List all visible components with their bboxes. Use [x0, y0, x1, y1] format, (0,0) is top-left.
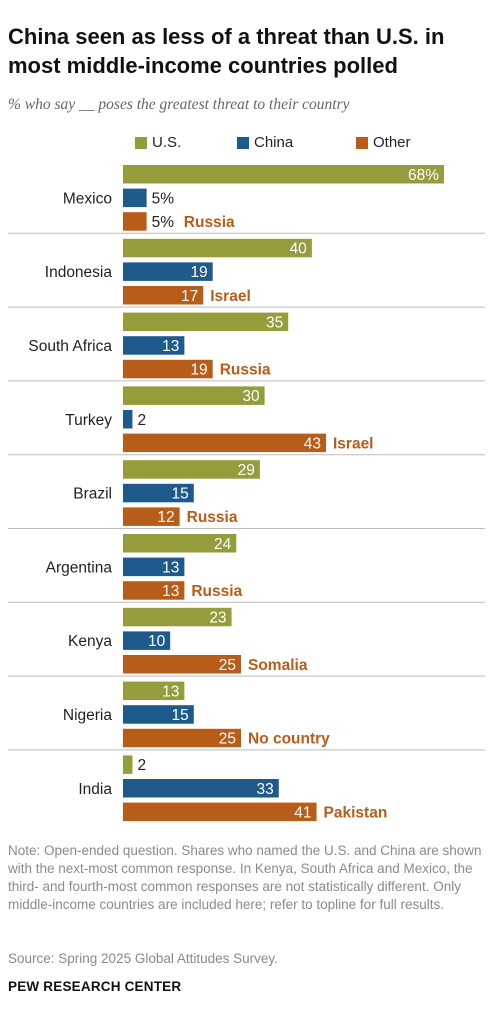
legend-item-other: Other	[356, 134, 411, 151]
credit-line: PEW RESEARCH CENTER	[8, 979, 182, 994]
other-response-name-indonesia: Israel	[210, 288, 251, 305]
legend-item-us: U.S.	[135, 134, 181, 151]
category-label-nigeria: Nigeria	[63, 707, 112, 724]
value-label-other-indonesia: 17	[181, 288, 198, 305]
bar-other-south-africa	[123, 359, 213, 379]
category-label-mexico: Mexico	[63, 190, 112, 207]
bar-chart: Mexico 68% 5% 5% Russia Indonesia 40 19 17 Israel…	[8, 165, 485, 822]
bar-china-argentina	[123, 557, 185, 577]
bar-china-kenya	[123, 631, 171, 650]
bar-china-india	[123, 779, 279, 798]
value-label-china-brazil: 15	[172, 486, 189, 503]
value-label-other-turkey: 43	[304, 435, 321, 452]
chart-note: Note: Open-ended question. Shares who na…	[8, 843, 482, 912]
value-label-us-brazil: 29	[238, 462, 255, 479]
bar-other-indonesia	[123, 286, 204, 305]
other-response-name-turkey: Israel	[333, 435, 374, 452]
chart-source: Source: Spring 2025 Global Attitudes Sur…	[8, 951, 278, 966]
bar-china-mexico	[123, 188, 147, 208]
value-label-china-indonesia: 19	[190, 264, 207, 281]
legend-swatch-us	[135, 136, 147, 149]
bar-other-kenya	[123, 655, 242, 674]
bar-other-argentina	[123, 581, 185, 600]
value-label-china-india: 33	[257, 781, 274, 798]
legend-item-china: China	[237, 134, 293, 151]
other-response-name-kenya: Somalia	[248, 657, 308, 674]
category-label-indonesia: Indonesia	[45, 264, 113, 281]
bar-other-brazil	[123, 507, 180, 526]
value-label-us-argentina: 24	[214, 536, 232, 553]
bar-us-india	[123, 755, 133, 774]
legend-label-china: China	[254, 134, 294, 151]
value-label-china-nigeria: 15	[172, 707, 189, 724]
category-label-argentina: Argentina	[46, 559, 113, 576]
value-label-other-nigeria: 25	[219, 731, 236, 748]
other-response-name-south-africa: Russia	[220, 362, 271, 379]
bar-china-brazil	[123, 483, 194, 503]
bar-us-argentina	[123, 534, 237, 553]
value-label-us-mexico: 68%	[408, 167, 439, 184]
value-label-china-south-africa: 13	[162, 338, 179, 355]
value-label-other-mexico: 5%	[152, 214, 175, 231]
chart-title: China seen as less of a threat than U.S.…	[8, 24, 445, 78]
other-response-name-mexico: Russia	[184, 214, 235, 231]
value-label-us-indonesia: 40	[290, 241, 308, 258]
value-label-other-argentina: 13	[162, 583, 179, 600]
category-label-kenya: Kenya	[68, 633, 112, 650]
category-label-south-africa: South Africa	[28, 338, 112, 355]
value-label-china-mexico: 5%	[152, 190, 175, 207]
bar-other-turkey	[123, 433, 326, 453]
bar-china-indonesia	[123, 262, 213, 281]
value-label-other-india: 41	[294, 804, 311, 821]
bar-us-brazil	[123, 460, 260, 479]
value-label-us-nigeria: 13	[162, 683, 179, 700]
bar-us-turkey	[123, 386, 265, 405]
value-label-other-kenya: 25	[219, 657, 236, 674]
value-label-us-india: 2	[137, 757, 146, 774]
legend-label-us: U.S.	[152, 134, 182, 151]
bar-other-mexico	[123, 212, 147, 231]
value-label-china-turkey: 2	[137, 412, 146, 429]
chart-subtitle: % who say __ poses the greatest threat t…	[8, 96, 350, 113]
bar-other-india	[123, 802, 317, 822]
bar-us-south-africa	[123, 312, 289, 332]
bar-us-nigeria	[123, 681, 185, 701]
other-response-name-india: Pakistan	[324, 804, 388, 821]
bar-china-nigeria	[123, 705, 194, 724]
value-label-other-brazil: 12	[157, 509, 174, 526]
other-response-name-brazil: Russia	[187, 509, 238, 526]
legend-swatch-china	[237, 136, 249, 149]
value-label-us-turkey: 30	[242, 388, 260, 405]
value-label-us-south-africa: 35	[266, 314, 283, 331]
value-label-us-kenya: 23	[209, 610, 226, 627]
category-label-india: India	[78, 781, 112, 798]
other-response-name-nigeria: No country	[248, 731, 330, 748]
category-label-turkey: Turkey	[65, 412, 112, 429]
bar-china-south-africa	[123, 336, 185, 355]
bar-us-mexico	[123, 165, 444, 184]
category-label-brazil: Brazil	[73, 486, 112, 503]
value-label-china-argentina: 13	[162, 559, 179, 576]
bar-us-indonesia	[123, 238, 312, 258]
value-label-other-south-africa: 19	[190, 362, 207, 379]
bar-other-nigeria	[123, 728, 242, 748]
legend-label-other: Other	[373, 134, 411, 151]
other-response-name-argentina: Russia	[191, 583, 242, 600]
legend-swatch-other	[356, 136, 368, 149]
bar-china-turkey	[123, 410, 133, 429]
value-label-china-kenya: 10	[148, 633, 166, 650]
bar-us-kenya	[123, 607, 232, 627]
